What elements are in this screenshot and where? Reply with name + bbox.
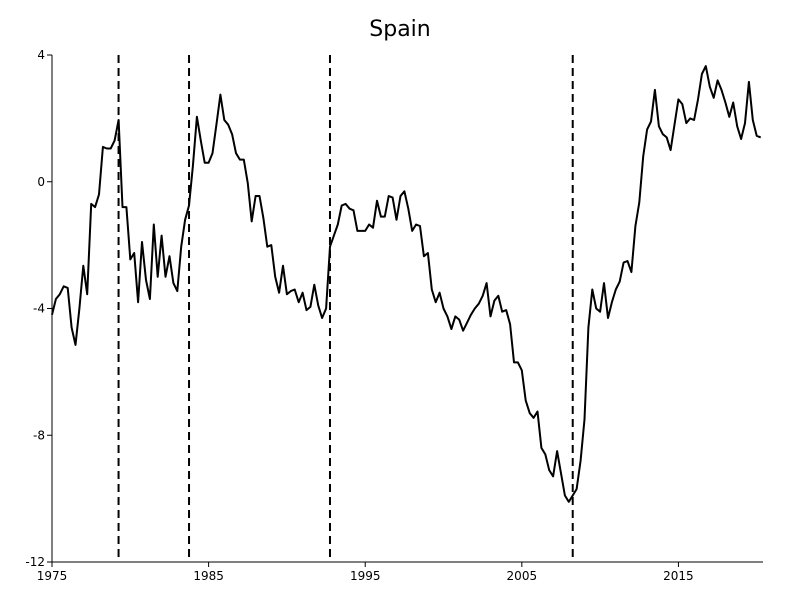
x-tick-label: 2015 [663,569,694,583]
y-tick-label: 4 [37,48,45,62]
x-tick-label: 2005 [507,569,538,583]
x-ticks: 1975 1985 1995 2005 2015 [37,562,694,583]
chart-title: Spain [369,17,430,42]
axes-group [51,55,763,563]
x-tick-label: 1995 [350,569,381,583]
y-tick-label: -4 [33,302,45,316]
x-tick-label: 1975 [37,569,68,583]
vertical-reference-lines [117,55,574,562]
x-tick-label: 1985 [193,569,224,583]
y-tick-label: 0 [37,175,45,189]
y-ticks: 4 0 -4 -8 -12 [25,48,52,569]
series-group [51,65,762,503]
series-line [51,65,762,503]
y-tick-label: -8 [33,428,45,442]
y-tick-label: -12 [25,555,45,569]
